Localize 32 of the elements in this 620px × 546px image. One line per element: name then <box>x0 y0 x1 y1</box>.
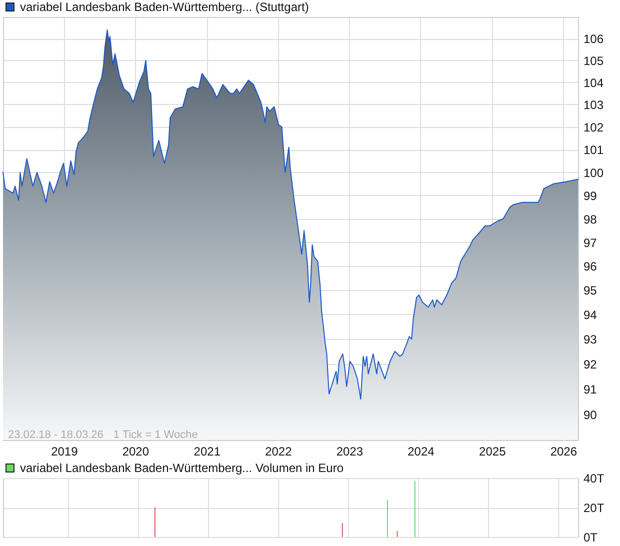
y-tick-label: 104 <box>584 76 604 90</box>
y-tick-label: 106 <box>584 32 604 46</box>
y-tick-label: 90 <box>584 408 598 422</box>
y-tick-label: 105 <box>584 54 604 68</box>
x-tick-label: 2026 <box>550 444 578 458</box>
y-tick-label: 91 <box>584 382 598 396</box>
x-tick-label: 2022 <box>265 444 292 458</box>
legend-label: variabel Landesbank Baden-Württemberg... Volumen in Euro <box>20 461 344 475</box>
x-tick-label: 2019 <box>51 444 78 458</box>
annotation: 1 Tick = 1 Woche <box>113 429 198 441</box>
y-tick-label: 40T <box>584 472 605 486</box>
y-tick-label: 92 <box>584 357 598 372</box>
y-tick-label: 20T <box>584 501 605 515</box>
x-tick-label: 2025 <box>479 444 506 458</box>
y-tick-label: 100 <box>584 166 604 180</box>
y-tick-label: 98 <box>584 212 598 226</box>
legend-label: variabel Landesbank Baden-Württemberg... (Stuttgart) <box>20 0 309 14</box>
y-tick-label: 99 <box>584 188 598 203</box>
annotation: 23.02.18 - 18.03.26 <box>8 429 104 441</box>
y-tick-label: 0T <box>584 530 598 544</box>
x-tick-label: 2021 <box>194 444 221 458</box>
y-tick-label: 102 <box>584 120 604 134</box>
x-tick-label: 2020 <box>122 444 150 458</box>
y-tick-label: 93 <box>584 332 598 347</box>
x-tick-label: 2023 <box>336 444 364 458</box>
y-tick-label: 97 <box>584 236 598 250</box>
y-tick-label: 95 <box>584 284 598 298</box>
y-tick-label: 101 <box>584 143 604 158</box>
y-tick-label: 96 <box>584 260 598 274</box>
x-tick-label: 2024 <box>408 444 435 458</box>
y-tick-label: 94 <box>584 308 598 322</box>
y-tick-label: 103 <box>584 98 604 112</box>
